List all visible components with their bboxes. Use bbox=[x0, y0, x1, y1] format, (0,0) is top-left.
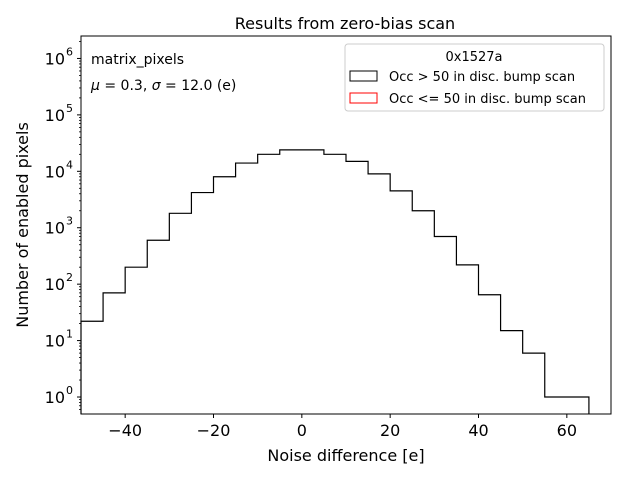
histogram-bin bbox=[434, 236, 456, 414]
legend-title: 0x1527a bbox=[445, 50, 502, 65]
y-axis-label: Number of enabled pixels bbox=[13, 122, 32, 328]
histogram-bin bbox=[368, 174, 390, 414]
legend-entry-occ-le-50: Occ <= 50 in disc. bump scan bbox=[389, 92, 586, 107]
y-tick-exponent: 5 bbox=[66, 102, 73, 115]
histogram-bin bbox=[479, 295, 501, 414]
y-tick-label: 10 bbox=[45, 106, 65, 125]
histogram-bin bbox=[346, 161, 368, 414]
histogram-bin bbox=[258, 154, 280, 414]
y-tick-label: 10 bbox=[45, 49, 65, 68]
histogram-bin bbox=[236, 163, 258, 414]
histogram-bin bbox=[125, 267, 147, 414]
histogram-bin bbox=[147, 240, 169, 414]
annotation-mu-sigma: μ = 0.3, σ = 12.0 (e) bbox=[90, 78, 236, 94]
x-tick-label: 40 bbox=[468, 421, 488, 440]
x-axis-label: Noise difference [e] bbox=[267, 446, 424, 465]
histogram-bars-layer bbox=[80, 149, 590, 414]
histogram-bin bbox=[501, 331, 523, 414]
y-tick-exponent: 6 bbox=[66, 45, 73, 58]
legend-entry-occ-gt-50: Occ > 50 in disc. bump scan bbox=[389, 70, 575, 85]
histogram-bin bbox=[545, 397, 567, 414]
histogram-bin bbox=[280, 150, 302, 414]
y-tick-label: 10 bbox=[45, 219, 65, 238]
x-tick-label: 60 bbox=[557, 421, 577, 440]
y-tick-exponent: 2 bbox=[66, 271, 73, 284]
histogram-bin bbox=[324, 154, 346, 414]
sigma-symbol: σ bbox=[152, 78, 162, 94]
y-tick-exponent: 4 bbox=[66, 158, 73, 171]
x-tick-label: −20 bbox=[197, 421, 231, 440]
histogram-bin bbox=[456, 265, 478, 414]
histogram-bin bbox=[302, 150, 324, 414]
y-tick-label: 10 bbox=[45, 162, 65, 181]
legend-swatch-occ-gt-50 bbox=[349, 70, 378, 82]
y-tick-exponent: 3 bbox=[66, 215, 73, 228]
histogram-bin bbox=[191, 193, 213, 414]
x-tick-label: 0 bbox=[297, 421, 307, 440]
histogram-bin bbox=[412, 211, 434, 414]
sigma-value: = 12.0 (e) bbox=[161, 78, 237, 94]
y-tick-label: 10 bbox=[45, 332, 65, 351]
x-tick-label: 20 bbox=[380, 421, 400, 440]
histogram-bin bbox=[103, 293, 125, 414]
legend-swatch-occ-le-50 bbox=[349, 92, 378, 104]
histogram-bin bbox=[214, 177, 236, 414]
histogram-bin bbox=[81, 321, 103, 414]
legend: 0x1527a Occ > 50 in disc. bump scan Occ … bbox=[344, 43, 605, 112]
y-tick-label: 10 bbox=[45, 275, 65, 294]
annotation-matrix-pixels: matrix_pixels bbox=[91, 52, 184, 68]
histogram-bin bbox=[390, 191, 412, 414]
chart-title: Results from zero-bias scan bbox=[235, 14, 455, 33]
mu-symbol: μ bbox=[90, 78, 100, 94]
histogram-bin bbox=[169, 213, 191, 414]
x-axis-ticks: −40 −20 0 20 40 60 bbox=[108, 414, 577, 440]
histogram-bin bbox=[567, 397, 589, 414]
y-tick-label: 10 bbox=[45, 388, 65, 407]
legend-frame bbox=[344, 43, 605, 112]
histogram-series-0 bbox=[80, 149, 590, 414]
plot-area-frame bbox=[80, 35, 612, 415]
histogram-bin bbox=[523, 353, 545, 414]
x-tick-label: −40 bbox=[108, 421, 142, 440]
y-tick-exponent: 0 bbox=[66, 384, 73, 397]
mu-value: = 0.3, bbox=[100, 78, 152, 94]
y-tick-exponent: 1 bbox=[66, 328, 73, 341]
